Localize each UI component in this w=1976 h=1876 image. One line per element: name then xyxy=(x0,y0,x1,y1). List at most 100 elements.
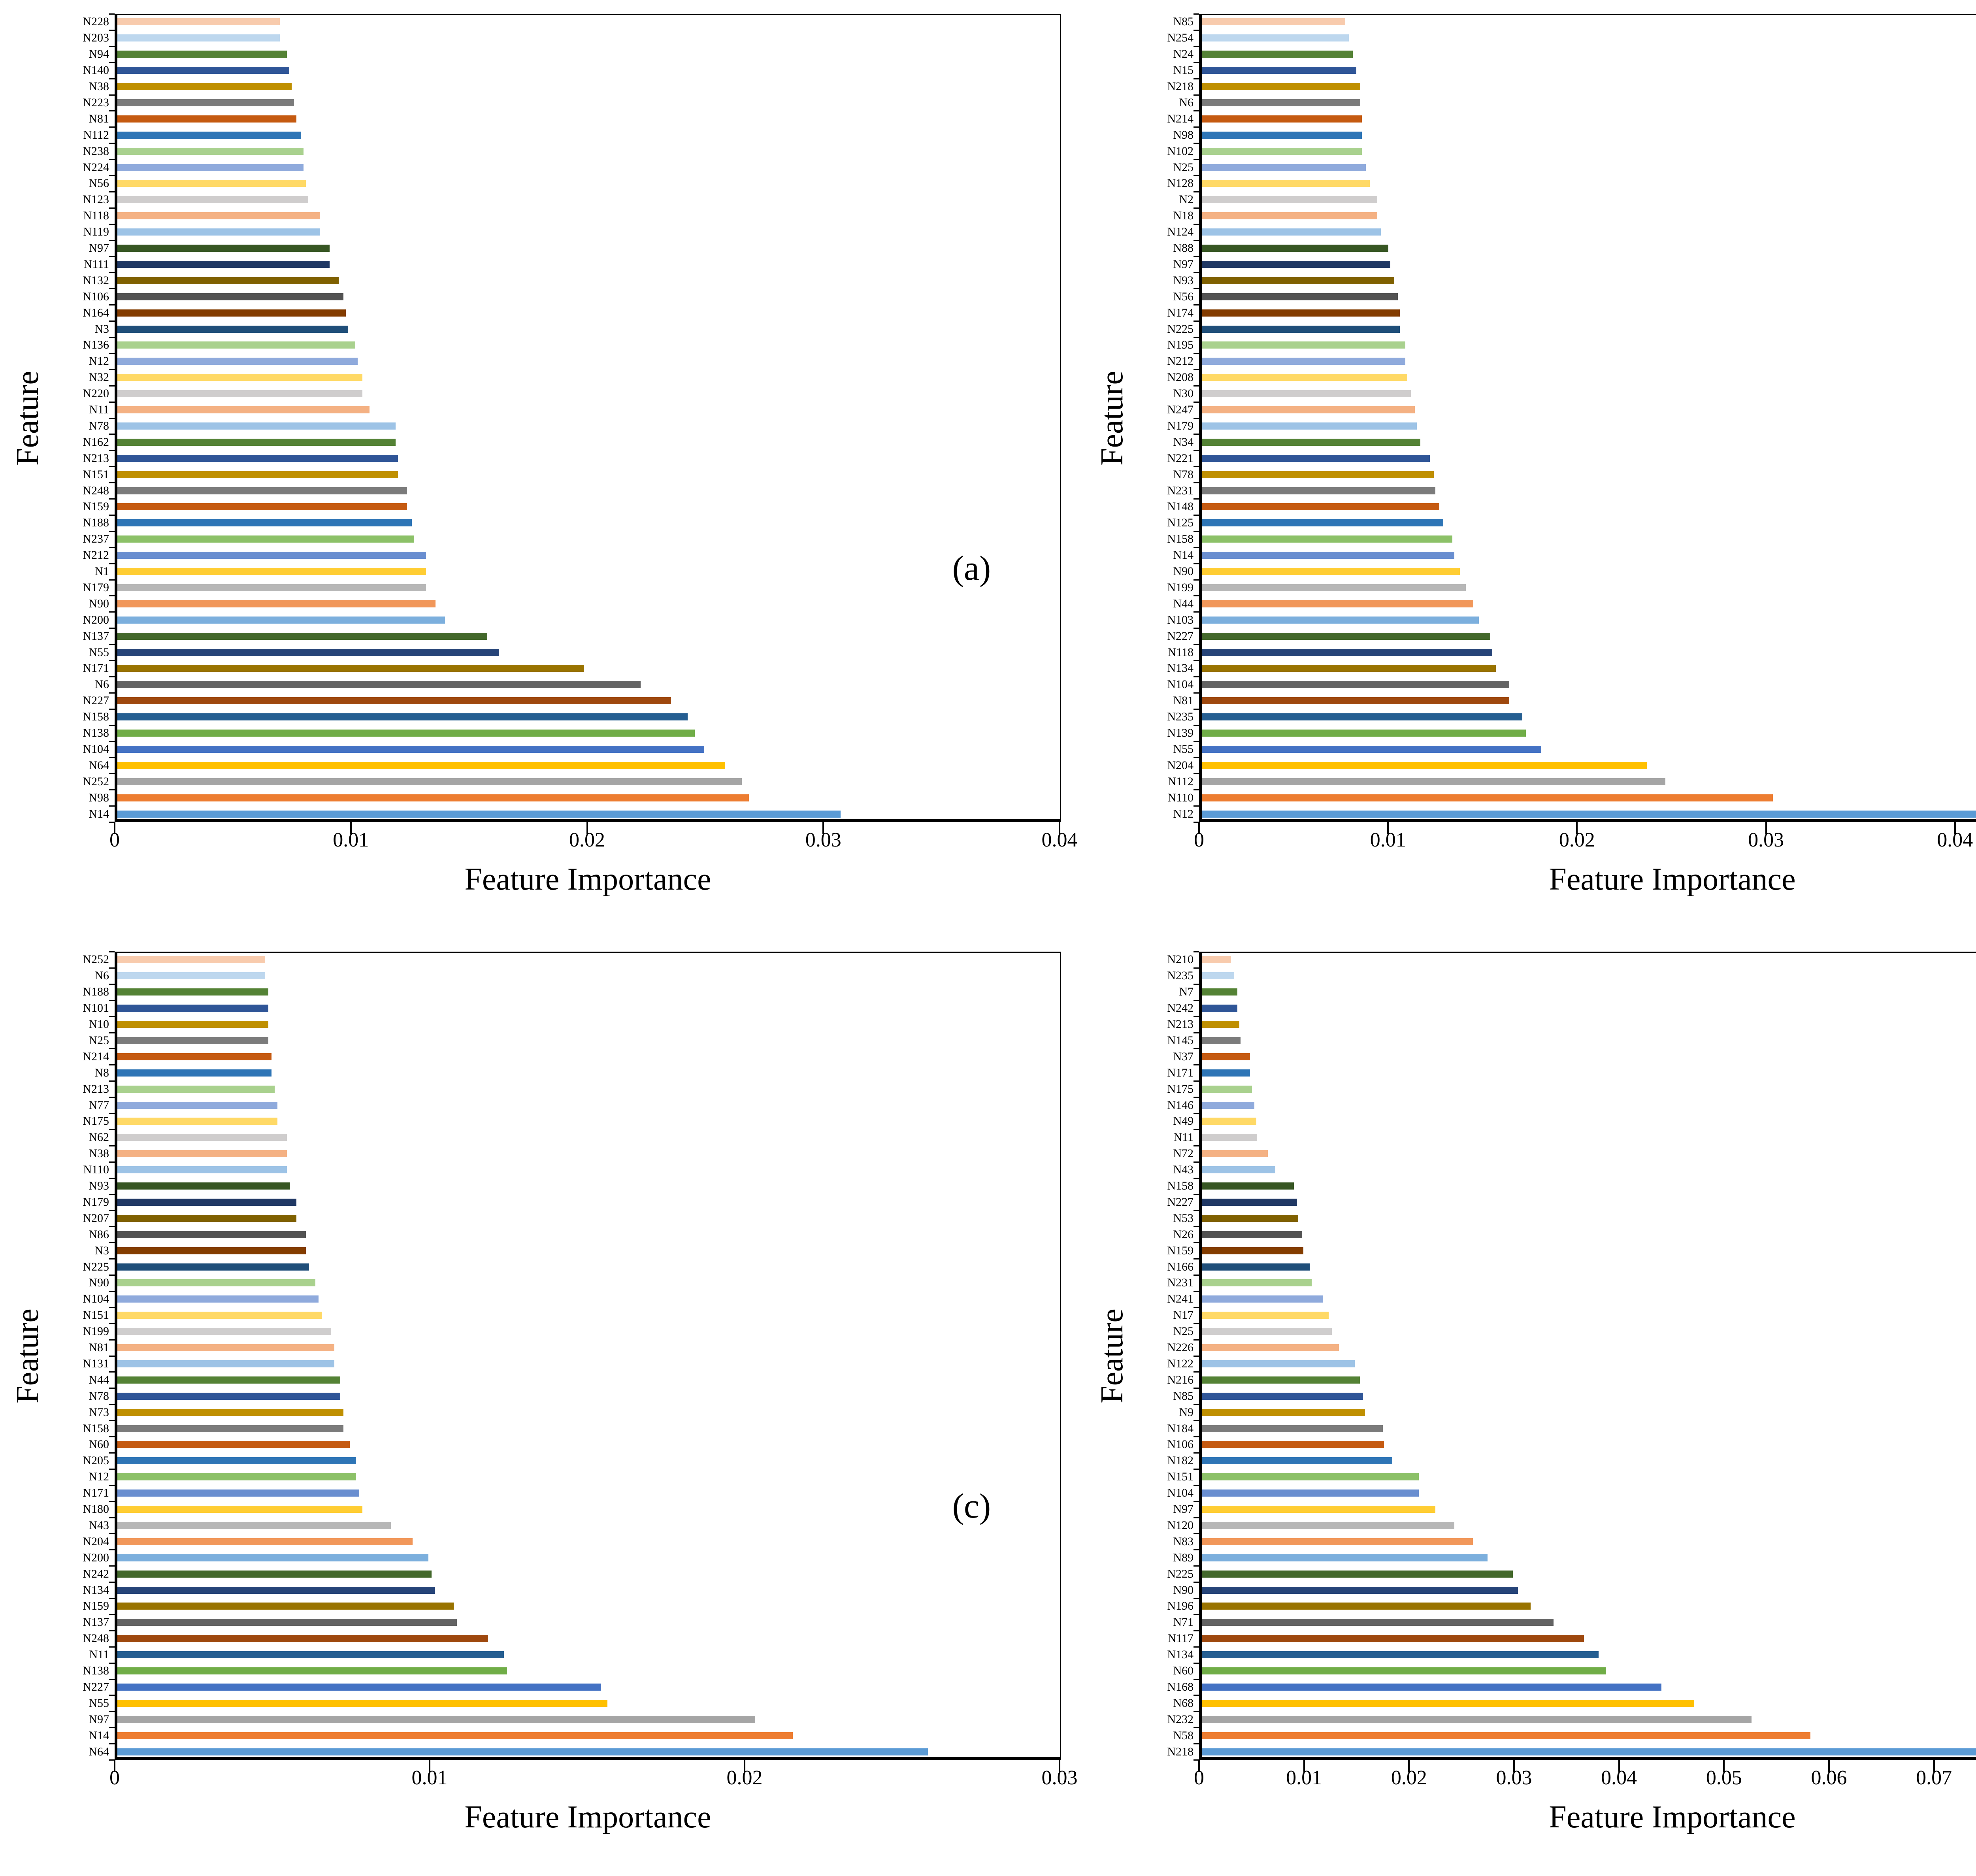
y-axis-tick xyxy=(1194,773,1199,775)
bar-N231 xyxy=(1202,1279,1312,1287)
panel-a: N228 N203 N94 N140 N38 N223 N81 N112 N238 N224 N56… xyxy=(0,0,1084,938)
category-label: N110 xyxy=(83,1163,109,1177)
category-label: N214 xyxy=(83,1050,109,1063)
category-label: N12 xyxy=(89,354,109,368)
bar-N9 xyxy=(1202,1408,1365,1416)
bar-N11 xyxy=(1202,1134,1258,1141)
category-label: N43 xyxy=(89,1518,109,1532)
category-label: N254 xyxy=(1167,31,1194,45)
x-tick-label: 0.06 xyxy=(1811,1767,1847,1789)
bar-N6 xyxy=(117,681,641,688)
x-axis-tick xyxy=(114,822,115,834)
y-axis-tick xyxy=(109,1565,115,1567)
category-label: N238 xyxy=(83,144,109,158)
y-axis-tick xyxy=(1194,110,1199,112)
category-label: N119 xyxy=(83,225,109,239)
panel-b: N85 N254 N24 N15 N218 N6 N214 N98 N102 N25 N128 N2 N… xyxy=(1084,0,1976,938)
y-axis-tick xyxy=(109,741,115,742)
category-label: N81 xyxy=(89,1341,109,1354)
category-label: N159 xyxy=(1167,1244,1194,1257)
bar-N90 xyxy=(117,1279,315,1287)
bar-N104 xyxy=(1202,681,1509,688)
category-label: N132 xyxy=(83,273,109,287)
bar-N159 xyxy=(117,503,407,511)
x-axis-tick xyxy=(1387,822,1389,834)
y-axis-tick xyxy=(1194,1662,1199,1664)
bar-N151 xyxy=(1202,1473,1419,1481)
category-label: N64 xyxy=(89,758,109,772)
bar-N98 xyxy=(117,794,749,801)
category-label: N38 xyxy=(89,1147,109,1160)
y-axis-tick xyxy=(109,595,115,597)
y-axis-tick xyxy=(1194,1113,1199,1114)
y-axis-tick xyxy=(1194,1501,1199,1502)
y-axis-tick xyxy=(109,1468,115,1470)
category-label: N58 xyxy=(1173,1729,1194,1742)
category-label: N213 xyxy=(1167,1018,1194,1031)
bar-N15 xyxy=(1202,67,1357,74)
y-axis-tick xyxy=(109,62,115,63)
y-axis-tick xyxy=(109,1614,115,1615)
y-axis-tick xyxy=(109,175,115,176)
y-axis-tick xyxy=(1194,1695,1199,1696)
category-label: N10 xyxy=(89,1018,109,1031)
category-label: N49 xyxy=(1173,1114,1194,1128)
x-axis-tick xyxy=(1723,1760,1725,1772)
y-axis-tick xyxy=(1194,530,1199,532)
y-axis-tick xyxy=(1194,1129,1199,1130)
y-axis-tick xyxy=(109,143,115,144)
category-label: N227 xyxy=(83,1680,109,1693)
y-axis-tick xyxy=(109,1582,115,1583)
y-axis-tick xyxy=(1194,514,1199,516)
bar-N110 xyxy=(1202,794,1773,801)
y-axis-tick xyxy=(109,498,115,500)
category-label: N11 xyxy=(1173,1131,1194,1144)
y-axis-tick xyxy=(109,967,115,969)
y-axis-tick xyxy=(109,1226,115,1227)
bar-N175 xyxy=(1202,1085,1252,1093)
category-label: N138 xyxy=(83,1664,109,1678)
bar-N204 xyxy=(117,1538,413,1545)
bar-N138 xyxy=(117,1667,507,1675)
y-axis-tick xyxy=(1194,724,1199,726)
category-label: N120 xyxy=(1167,1518,1194,1532)
category-label: N102 xyxy=(1167,144,1194,158)
category-label: N12 xyxy=(89,1470,109,1484)
category-label: N179 xyxy=(1167,419,1194,432)
y-axis-tick xyxy=(109,660,115,661)
category-label: N158 xyxy=(1167,532,1194,546)
bar-N83 xyxy=(1202,1538,1473,1545)
category-label: N98 xyxy=(89,791,109,804)
bar-N14 xyxy=(117,1732,793,1739)
category-label: N38 xyxy=(89,80,109,93)
category-label: N43 xyxy=(1173,1163,1194,1177)
y-axis-tick xyxy=(1194,1436,1199,1437)
category-label: N73 xyxy=(89,1405,109,1419)
category-label: N174 xyxy=(1167,306,1194,319)
y-axis-tick xyxy=(1194,143,1199,144)
bar-N145 xyxy=(1202,1037,1241,1044)
y-axis-tick xyxy=(109,1695,115,1696)
category-label: N71 xyxy=(1173,1616,1194,1629)
category-label: N145 xyxy=(1167,1033,1194,1047)
bar-N216 xyxy=(1202,1376,1360,1384)
y-axis-tick xyxy=(1194,1048,1199,1050)
bar-N203 xyxy=(117,34,280,42)
y-axis-tick xyxy=(109,563,115,564)
bar-N90 xyxy=(1202,1586,1518,1594)
y-axis-tick xyxy=(1194,126,1199,128)
y-axis-tick xyxy=(109,789,115,791)
bar-N78 xyxy=(1202,471,1434,478)
y-axis-tick xyxy=(109,126,115,128)
bar-N208 xyxy=(1202,374,1407,381)
category-label: N134 xyxy=(83,1583,109,1597)
category-label: N151 xyxy=(83,468,109,481)
bar-N224 xyxy=(117,164,304,171)
bar-N180 xyxy=(117,1506,363,1513)
category-label: N14 xyxy=(89,1729,109,1742)
y-axis-tick xyxy=(109,1549,115,1551)
bar-N196 xyxy=(1202,1603,1531,1610)
category-label: N85 xyxy=(1173,1389,1194,1403)
y-axis-tick xyxy=(109,757,115,758)
category-label: N104 xyxy=(83,742,109,756)
